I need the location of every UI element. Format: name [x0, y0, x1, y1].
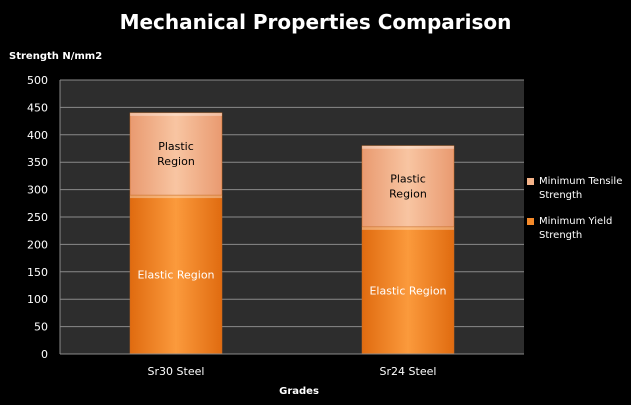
- segment-label: Region: [389, 187, 427, 200]
- x-tick-labels: Sr30 Steel Sr24 Steel: [60, 353, 524, 378]
- y-tick-label: 50: [34, 321, 48, 334]
- bars: Elastic Region Plastic Region Elastic Regio…: [129, 112, 455, 355]
- y-tick-label: 500: [27, 74, 48, 87]
- legend-item-tensile: Minimum Tensile Strength: [527, 175, 631, 203]
- y-axis-label: Strength N/mm2: [9, 51, 103, 62]
- legend-swatch-yield: [527, 218, 534, 225]
- y-tick-label: 250: [27, 211, 48, 224]
- bar-tensile-1: [361, 145, 455, 228]
- segment-label: Plastic: [390, 172, 426, 185]
- legend-swatch-tensile: [527, 178, 534, 185]
- y-tick-label: 200: [27, 238, 48, 251]
- legend-label-yield: Minimum Yield Strength: [539, 216, 613, 241]
- bar-highlight: [130, 112, 222, 116]
- y-tick-label: 350: [27, 156, 48, 169]
- bar-highlight: [130, 195, 222, 199]
- segment-label: Region: [157, 155, 195, 168]
- x-tick-label: Sr24 Steel: [380, 365, 437, 378]
- bar-highlight: [362, 226, 454, 230]
- x-axis-label: Grades: [279, 386, 319, 397]
- segment-label: Plastic: [158, 140, 194, 153]
- y-tick-label: 0: [41, 348, 48, 361]
- y-tick-labels: 0 50 100 150 200 250 300 350 400 450 500: [27, 74, 48, 361]
- segment-label: Elastic Region: [137, 269, 214, 282]
- y-tick-label: 450: [27, 101, 48, 114]
- segment-label: Elastic Region: [369, 284, 446, 297]
- x-tick-label: Sr30 Steel: [148, 365, 205, 378]
- bar-highlight: [362, 145, 454, 149]
- bar-yield-0: [129, 194, 223, 355]
- legend: Minimum Tensile Strength Minimum Yield S…: [527, 175, 631, 255]
- y-tick-label: 100: [27, 293, 48, 306]
- chart-title: Mechanical Properties Comparison: [119, 10, 512, 34]
- y-tick-label: 400: [27, 129, 48, 142]
- bar-yield-1: [361, 226, 455, 355]
- legend-item-yield: Minimum Yield Strength: [527, 215, 631, 243]
- bar-tensile-0: [129, 112, 223, 196]
- y-tick-label: 300: [27, 184, 48, 197]
- y-tick-label: 150: [27, 266, 48, 279]
- legend-label-tensile: Minimum Tensile Strength: [539, 176, 623, 201]
